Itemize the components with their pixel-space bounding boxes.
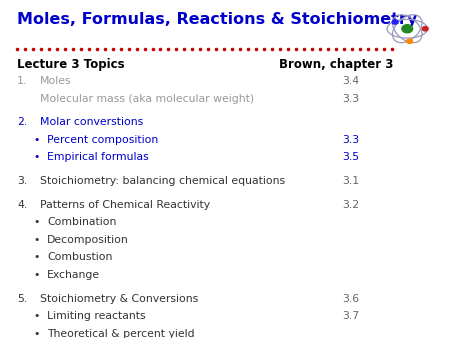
Point xyxy=(268,46,275,52)
Text: 3.3: 3.3 xyxy=(342,94,359,104)
Text: 5.: 5. xyxy=(17,294,27,304)
Point xyxy=(125,46,132,52)
Point xyxy=(276,46,284,52)
Text: Moles: Moles xyxy=(40,76,71,86)
Point xyxy=(45,46,53,52)
Point xyxy=(356,46,363,52)
Text: 1.: 1. xyxy=(17,76,27,86)
Point xyxy=(173,46,180,52)
Text: Moles, Formulas, Reactions & Stoichiometry: Moles, Formulas, Reactions & Stoichiomet… xyxy=(17,12,417,27)
Text: Percent composition: Percent composition xyxy=(47,135,158,145)
Point xyxy=(37,46,45,52)
Point xyxy=(141,46,148,52)
Point xyxy=(189,46,196,52)
Text: 2.: 2. xyxy=(17,117,27,127)
Text: 3.3: 3.3 xyxy=(342,135,359,145)
Point xyxy=(14,46,21,52)
Text: 3.2: 3.2 xyxy=(342,200,359,210)
Point xyxy=(54,46,61,52)
Point xyxy=(85,46,92,52)
Point xyxy=(308,46,315,52)
Point xyxy=(22,46,29,52)
Point xyxy=(93,46,100,52)
Point xyxy=(220,46,228,52)
Text: Empirical formulas: Empirical formulas xyxy=(47,152,149,163)
Point xyxy=(117,46,124,52)
Point xyxy=(133,46,140,52)
Point xyxy=(149,46,156,52)
Text: •: • xyxy=(34,217,40,227)
Text: Patterns of Chemical Reactivity: Patterns of Chemical Reactivity xyxy=(40,200,210,210)
Text: •: • xyxy=(34,270,40,280)
Point xyxy=(213,46,220,52)
Point xyxy=(237,46,244,52)
Point xyxy=(181,46,188,52)
Text: 3.4: 3.4 xyxy=(342,76,359,86)
Text: •: • xyxy=(34,311,40,321)
Point xyxy=(197,46,204,52)
Text: Brown, chapter 3: Brown, chapter 3 xyxy=(279,58,393,71)
Text: •: • xyxy=(34,235,40,245)
Point xyxy=(109,46,116,52)
Point xyxy=(229,46,236,52)
Point xyxy=(348,46,355,52)
Circle shape xyxy=(407,39,412,43)
Point xyxy=(364,46,371,52)
Point xyxy=(300,46,307,52)
Point xyxy=(29,46,36,52)
Circle shape xyxy=(422,26,428,31)
Point xyxy=(69,46,76,52)
Point xyxy=(340,46,347,52)
Point xyxy=(324,46,331,52)
Text: 4.: 4. xyxy=(17,200,27,210)
Text: •: • xyxy=(34,135,40,145)
Point xyxy=(252,46,260,52)
Text: Limiting reactants: Limiting reactants xyxy=(47,311,146,321)
Point xyxy=(205,46,212,52)
Text: •: • xyxy=(34,152,40,163)
Point xyxy=(380,46,387,52)
Text: Combustion: Combustion xyxy=(47,252,113,263)
Point xyxy=(77,46,85,52)
Text: Theoretical & percent yield: Theoretical & percent yield xyxy=(47,329,195,338)
Text: •: • xyxy=(34,329,40,338)
Text: 3.6: 3.6 xyxy=(342,294,359,304)
Circle shape xyxy=(402,25,413,33)
Point xyxy=(61,46,68,52)
Text: Exchange: Exchange xyxy=(47,270,100,280)
Point xyxy=(388,46,395,52)
Point xyxy=(332,46,339,52)
Text: 3.: 3. xyxy=(17,176,27,186)
Point xyxy=(244,46,252,52)
Text: Combination: Combination xyxy=(47,217,117,227)
Point xyxy=(261,46,268,52)
Text: 3.5: 3.5 xyxy=(342,152,359,163)
Point xyxy=(372,46,379,52)
Text: Stoichiometry & Conversions: Stoichiometry & Conversions xyxy=(40,294,198,304)
Point xyxy=(316,46,324,52)
Text: Decomposition: Decomposition xyxy=(47,235,129,245)
Point xyxy=(165,46,172,52)
Point xyxy=(101,46,108,52)
Text: 3.1: 3.1 xyxy=(342,176,359,186)
Text: Stoichiometry: balancing chemical equations: Stoichiometry: balancing chemical equati… xyxy=(40,176,285,186)
Text: Molar converstions: Molar converstions xyxy=(40,117,143,127)
Point xyxy=(284,46,292,52)
Text: 3.7: 3.7 xyxy=(342,311,359,321)
Circle shape xyxy=(392,20,398,24)
Point xyxy=(292,46,300,52)
Text: •: • xyxy=(34,252,40,263)
Text: Molecular mass (aka molecular weight): Molecular mass (aka molecular weight) xyxy=(40,94,254,104)
Point xyxy=(157,46,164,52)
Text: Lecture 3 Topics: Lecture 3 Topics xyxy=(17,58,125,71)
